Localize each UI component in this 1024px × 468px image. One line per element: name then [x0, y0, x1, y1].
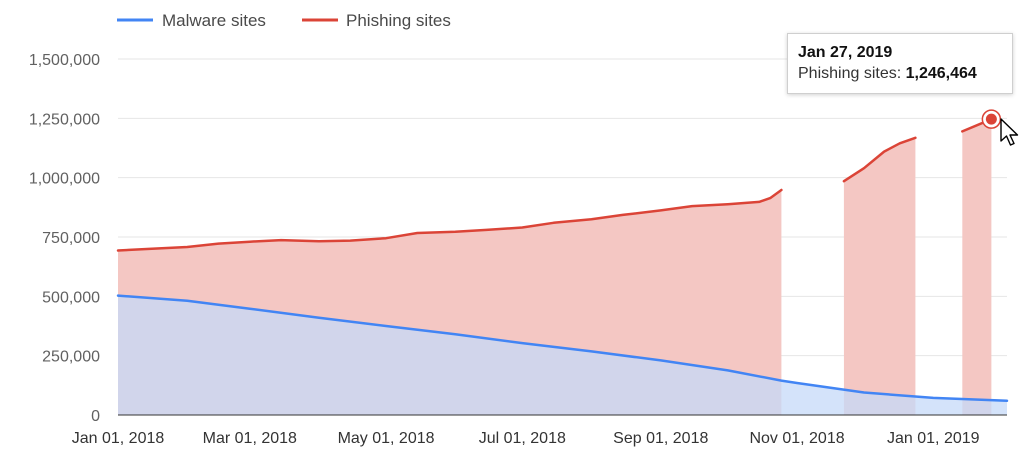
y-tick-label: 750,000: [42, 230, 100, 247]
tooltip-value: 1,246,464: [905, 65, 977, 82]
y-tick-label: 1,000,000: [29, 171, 100, 188]
x-tick-label: Jul 01, 2018: [479, 430, 566, 447]
x-tick-label: Nov 01, 2018: [749, 430, 844, 447]
phishing-area-segment: [843, 137, 916, 416]
x-tick-label: Mar 01, 2018: [203, 430, 297, 447]
x-tick-label: May 01, 2018: [338, 430, 435, 447]
phishing-line[interactable]: [116, 188, 783, 252]
malware-line[interactable]: [116, 294, 1009, 403]
hover-marker: [981, 109, 1002, 129]
hover-point[interactable]: [985, 113, 997, 125]
legend-label-malware[interactable]: Malware sites: [162, 11, 266, 30]
x-axis: Jan 01, 2018 Mar 01, 2018 May 01, 2018 Jul …: [72, 430, 980, 447]
tooltip-date: Jan 27, 2019: [798, 44, 893, 61]
y-tick-label: 250,000: [42, 349, 100, 366]
legend: Malware sites Phishing sites: [117, 11, 451, 30]
y-tick-label: 0: [91, 408, 100, 425]
y-tick-label: 500,000: [42, 289, 100, 306]
tooltip-row: Phishing sites: 1,246,464: [798, 63, 1002, 85]
y-tick-label: 1,500,000: [29, 52, 100, 69]
legend-label-phishing[interactable]: Phishing sites: [346, 11, 451, 30]
x-tick-label: Sep 01, 2018: [613, 430, 708, 447]
phishing-line[interactable]: [842, 136, 917, 183]
malware-area-segment: [118, 295, 1007, 415]
mouse-pointer-icon: [1000, 118, 1019, 146]
chart-areas: [118, 119, 1007, 416]
tooltip: Jan 27, 2019 Phishing sites: 1,246,464: [787, 33, 1013, 94]
tooltip-series-label: Phishing sites:: [798, 65, 902, 82]
x-tick-label: Jan 01, 2018: [72, 430, 165, 447]
y-axis: 0 250,000 500,000 750,000 1,000,000 1,250,000…: [29, 52, 100, 425]
y-tick-label: 1,250,000: [29, 111, 100, 128]
x-tick-label: Jan 01, 2019: [887, 430, 980, 447]
phishing-area-segment: [962, 119, 992, 415]
